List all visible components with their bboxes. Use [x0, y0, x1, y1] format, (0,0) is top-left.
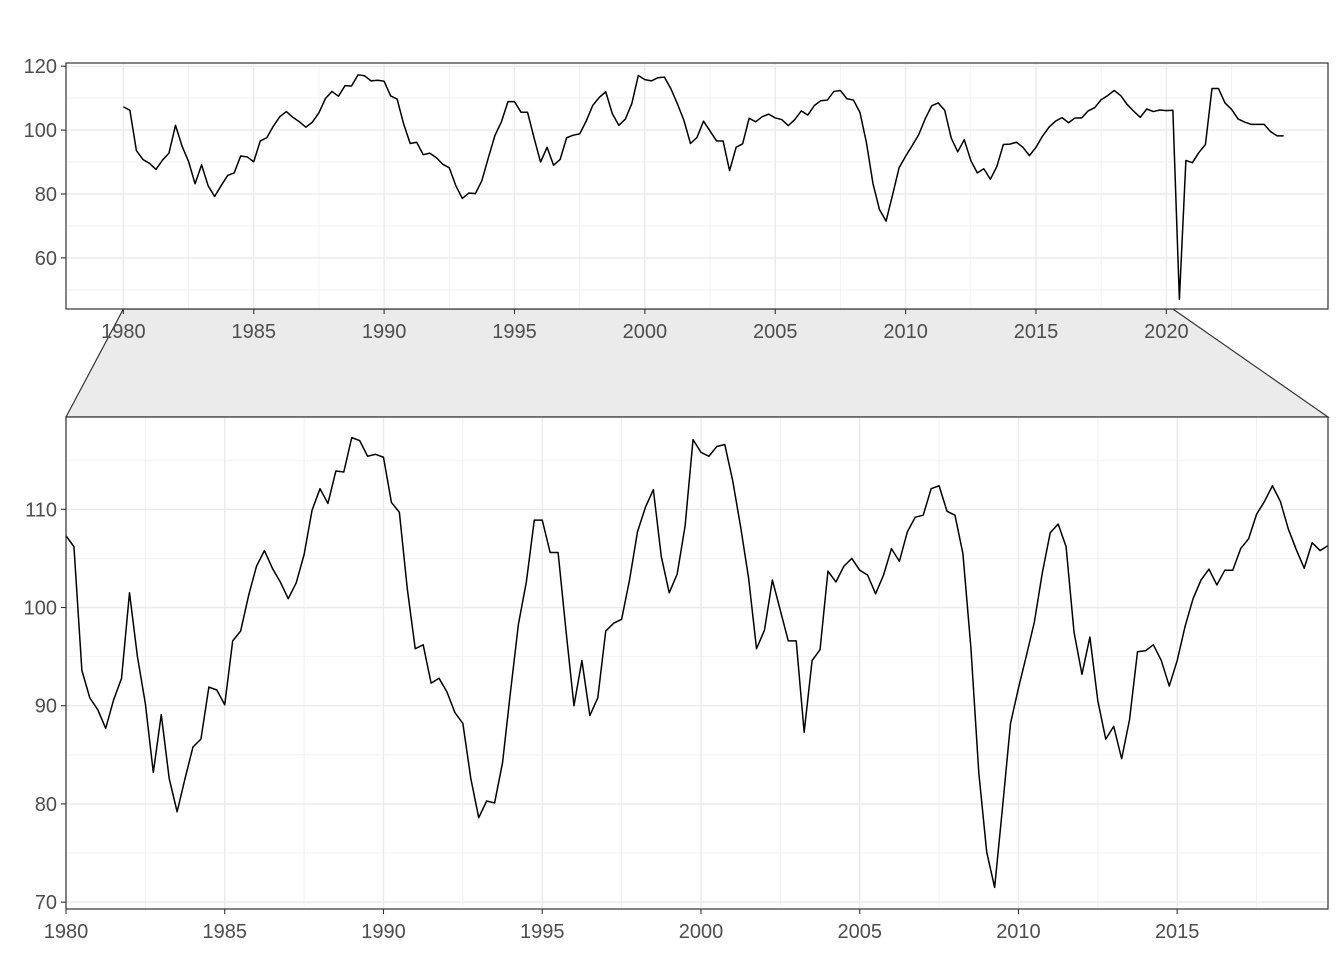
y-tick-label: 100: [24, 598, 57, 620]
x-tick-label: 1985: [202, 921, 247, 943]
zoom-plot-background: [66, 417, 1328, 909]
x-tick-label: 2010: [883, 321, 928, 343]
zoom-x-axis: 1980 1985 1990 1995 2000 2005 2010 2015: [44, 909, 1200, 943]
x-tick-label: 2015: [1014, 321, 1059, 343]
x-tick-label: 2005: [837, 921, 882, 943]
overview-panel: 1980 1985 1990 1995 2000 2005 2010 2015 2020 60 8…: [24, 56, 1329, 343]
series-line: [123, 74, 1284, 301]
overview-series: [123, 74, 1284, 301]
x-tick-label: 1995: [492, 321, 537, 343]
overview-panel-border: [65, 62, 1329, 310]
x-tick-label: 1990: [362, 321, 407, 343]
x-tick-label: 1990: [361, 921, 406, 943]
series-line: [65, 436, 1329, 889]
y-tick-label: 70: [35, 892, 57, 914]
x-tick-label: 1985: [231, 321, 276, 343]
overview-y-axis: 60 80 100 120: [24, 56, 66, 270]
x-tick-label: 1980: [44, 921, 89, 943]
y-tick-label: 100: [24, 120, 57, 142]
zoom-y-axis: 70 80 90 100 110: [24, 499, 66, 914]
zoom-panel-border: [65, 416, 1329, 910]
zoom-panel: 1980 1985 1990 1995 2000 2005 2010 2015 70 80 90 1…: [24, 416, 1329, 943]
x-tick-label: 2000: [679, 921, 724, 943]
y-tick-label: 110: [25, 499, 57, 521]
zoom-series: [65, 436, 1329, 889]
x-tick-label: 2005: [753, 321, 798, 343]
y-tick-label: 60: [35, 248, 57, 270]
y-tick-label: 90: [35, 696, 57, 718]
overview-x-axis: 1980 1985 1990 1995 2000 2005 2010 2015 2020: [101, 309, 1189, 343]
x-tick-label: 2015: [1155, 921, 1200, 943]
zoom-gridlines: [65, 417, 1328, 909]
y-tick-label: 80: [35, 794, 57, 816]
x-tick-label: 1980: [101, 321, 146, 343]
overview-plot-background: [66, 63, 1328, 309]
y-tick-label: 80: [35, 184, 57, 206]
x-tick-label: 2010: [996, 921, 1041, 943]
x-tick-label: 2020: [1144, 321, 1189, 343]
y-tick-label: 120: [24, 56, 57, 78]
x-tick-label: 1995: [520, 921, 565, 943]
overview-gridlines: [66, 63, 1328, 309]
x-tick-label: 2000: [623, 321, 668, 343]
